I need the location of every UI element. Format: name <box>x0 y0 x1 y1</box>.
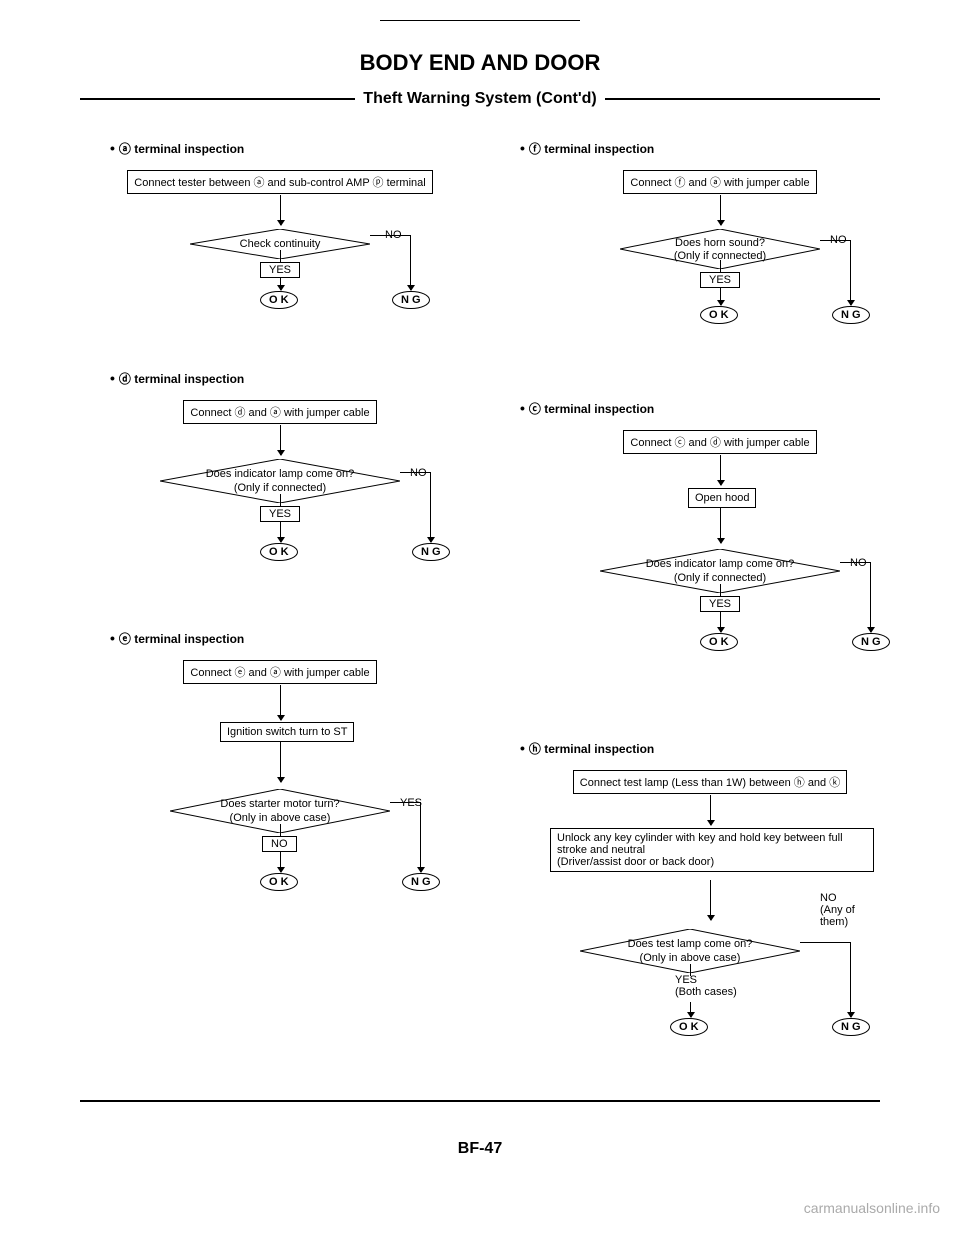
box-h1: Connect test lamp (Less than 1W) between… <box>573 770 847 794</box>
section-a-label: •ⓐ terminal inspection <box>110 140 244 157</box>
flow-h: Connect test lamp (Less than 1W) between… <box>530 770 890 838</box>
box-d1: Connect ⓓ and ⓐ with jumper cable <box>183 400 376 424</box>
svg-text:Does horn sound?: Does horn sound? <box>675 237 765 249</box>
page-number: BF-47 <box>0 1140 960 1158</box>
box-c1: Connect ⓒ and ⓓ with jumper cable <box>623 430 816 454</box>
flow-a: Connect tester between ⓐ and sub-control… <box>110 170 450 224</box>
decision-a: Check continuity <box>240 238 321 250</box>
svg-text:Does indicator lamp come on?: Does indicator lamp come on? <box>646 558 795 570</box>
svg-text:(Only if connected): (Only if connected) <box>234 482 326 494</box>
section-d-label: •ⓓ terminal inspection <box>110 370 244 387</box>
flow-c: Connect ⓒ and ⓓ with jumper cable Open h… <box>550 430 890 498</box>
flow-f: Connect ⓕ and ⓐ with jumper cable Does h… <box>560 170 880 234</box>
box-f1: Connect ⓕ and ⓐ with jumper cable <box>623 170 816 194</box>
flow-e: Connect ⓔ and ⓐ with jumper cable Igniti… <box>110 660 450 728</box>
svg-text:(Only if connected): (Only if connected) <box>674 572 766 584</box>
box-h2: Unlock any key cylinder with key and hol… <box>550 828 874 872</box>
box-a1: Connect tester between ⓐ and sub-control… <box>127 170 432 194</box>
section-e-label: •ⓔ terminal inspection <box>110 630 244 647</box>
subtitle-row: Theft Warning System (Cont'd) <box>0 90 960 108</box>
svg-text:(Only in above case): (Only in above case) <box>230 812 331 824</box>
section-c-label: •ⓒ terminal inspection <box>520 400 654 417</box>
footer-rule <box>80 1100 880 1102</box>
page-title: BODY END AND DOOR <box>0 50 960 76</box>
subtitle-text: Theft Warning System (Cont'd) <box>363 90 596 108</box>
section-h-label: •ⓗ terminal inspection <box>520 740 654 757</box>
svg-text:(Only in above case): (Only in above case) <box>640 952 741 964</box>
svg-text:Does test lamp come on?: Does test lamp come on? <box>628 938 753 950</box>
section-f-label: •ⓕ terminal inspection <box>520 140 654 157</box>
svg-text:Does starter motor turn?: Does starter motor turn? <box>220 798 339 810</box>
box-e1: Connect ⓔ and ⓐ with jumper cable <box>183 660 376 684</box>
svg-text:Does indicator lamp come on?: Does indicator lamp come on? <box>206 468 355 480</box>
top-rule <box>380 20 580 21</box>
watermark: carmanualsonline.info <box>804 1200 940 1216</box>
flow-d: Connect ⓓ and ⓐ with jumper cable Does i… <box>110 400 450 468</box>
